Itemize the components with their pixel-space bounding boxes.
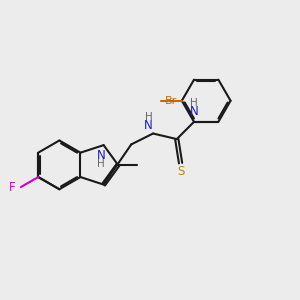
Text: H: H [190, 98, 198, 108]
Text: H: H [145, 112, 152, 122]
Text: F: F [9, 181, 16, 194]
Text: N: N [190, 105, 198, 118]
Text: S: S [177, 165, 184, 178]
Text: Br: Br [164, 96, 177, 106]
Text: H: H [98, 159, 105, 169]
Text: N: N [144, 119, 153, 132]
Text: N: N [97, 149, 106, 162]
